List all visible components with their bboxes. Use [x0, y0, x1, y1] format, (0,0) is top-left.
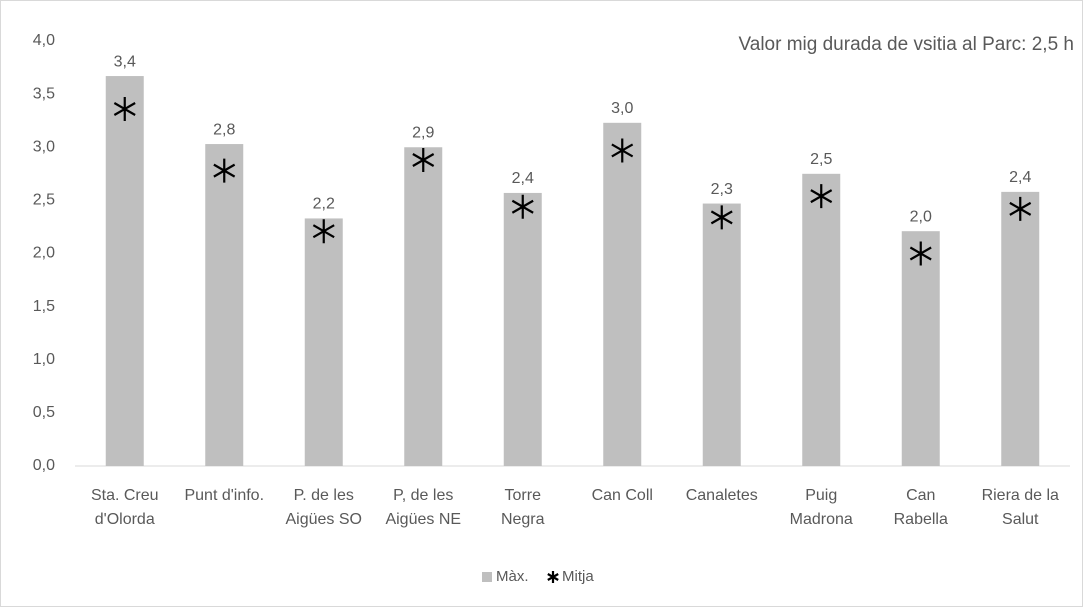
- x-tick-label: Sta. Creu d'Olorda: [90, 487, 159, 528]
- bar: [603, 122, 642, 466]
- bar: [404, 147, 443, 466]
- data-label: 2,3: [711, 181, 733, 198]
- star-shape: [810, 184, 833, 209]
- marker: [909, 241, 932, 266]
- bar: [1001, 191, 1040, 466]
- star-shape: [511, 194, 534, 219]
- legend-label: Màx.: [496, 568, 529, 585]
- x-tick-label: Puig Madrona: [789, 487, 853, 528]
- marker: [113, 97, 136, 121]
- y-tick-label: 4,0: [33, 32, 55, 49]
- bar: [105, 76, 144, 466]
- y-tick-label: 3,0: [33, 138, 55, 155]
- y-tick-label: 0,0: [33, 457, 55, 474]
- legend-swatch: [482, 572, 492, 582]
- data-label: 3,0: [611, 100, 633, 117]
- chart-title: Valor mig durada de vsitia al Parc: 2,5 …: [739, 34, 1075, 55]
- x-tick-label: Can Coll: [591, 487, 653, 504]
- marker: [611, 138, 634, 163]
- star-shape: [213, 158, 236, 183]
- data-label: 2,4: [1009, 169, 1031, 186]
- star-shape: [412, 148, 435, 172]
- data-label: 3,4: [114, 53, 136, 70]
- x-tick-label: Riera de la Salut: [981, 487, 1059, 528]
- marker: [511, 194, 534, 219]
- data-label: 2,0: [910, 208, 932, 225]
- star-shape: [710, 205, 733, 230]
- bar: [205, 144, 244, 466]
- star-shape: [312, 219, 335, 244]
- bar: [901, 231, 940, 466]
- legend-swatch: [547, 571, 559, 583]
- star-shape: [547, 571, 559, 583]
- data-label: 2,2: [313, 196, 335, 213]
- star-shape: [1009, 196, 1032, 221]
- marker: [312, 219, 335, 244]
- bar: [802, 173, 841, 466]
- marker: [1009, 196, 1032, 221]
- x-tick-label: Torre Negra: [500, 487, 545, 528]
- x-tick-label: Canaletes: [685, 487, 758, 504]
- marker: [710, 205, 733, 230]
- bar: [702, 203, 741, 466]
- x-tick-label: P. de les Aigües SO: [285, 487, 362, 528]
- star-shape: [113, 97, 136, 121]
- y-tick-label: 1,0: [33, 351, 55, 368]
- bar: [503, 192, 542, 466]
- data-label: 2,5: [810, 151, 832, 168]
- x-tick-label: Can Rabella: [893, 487, 948, 528]
- marker: [412, 148, 435, 172]
- star-shape: [611, 138, 634, 163]
- y-tick-label: 2,5: [33, 192, 55, 209]
- star-shape: [909, 241, 932, 266]
- y-tick-label: 0,5: [33, 404, 55, 421]
- data-label: 2,8: [213, 121, 235, 138]
- marker: [810, 184, 833, 209]
- x-tick-label: P, de les Aigües NE: [385, 487, 462, 528]
- x-tick-label: Punt d'info.: [184, 487, 265, 504]
- y-tick-label: 3,5: [33, 85, 55, 102]
- bar: [304, 218, 343, 466]
- marker: [213, 158, 236, 183]
- y-tick-label: 1,5: [33, 298, 55, 315]
- data-label: 2,4: [512, 170, 534, 187]
- data-label: 2,9: [412, 124, 434, 141]
- legend-label: Mitja: [562, 568, 594, 585]
- y-tick-label: 2,0: [33, 245, 55, 262]
